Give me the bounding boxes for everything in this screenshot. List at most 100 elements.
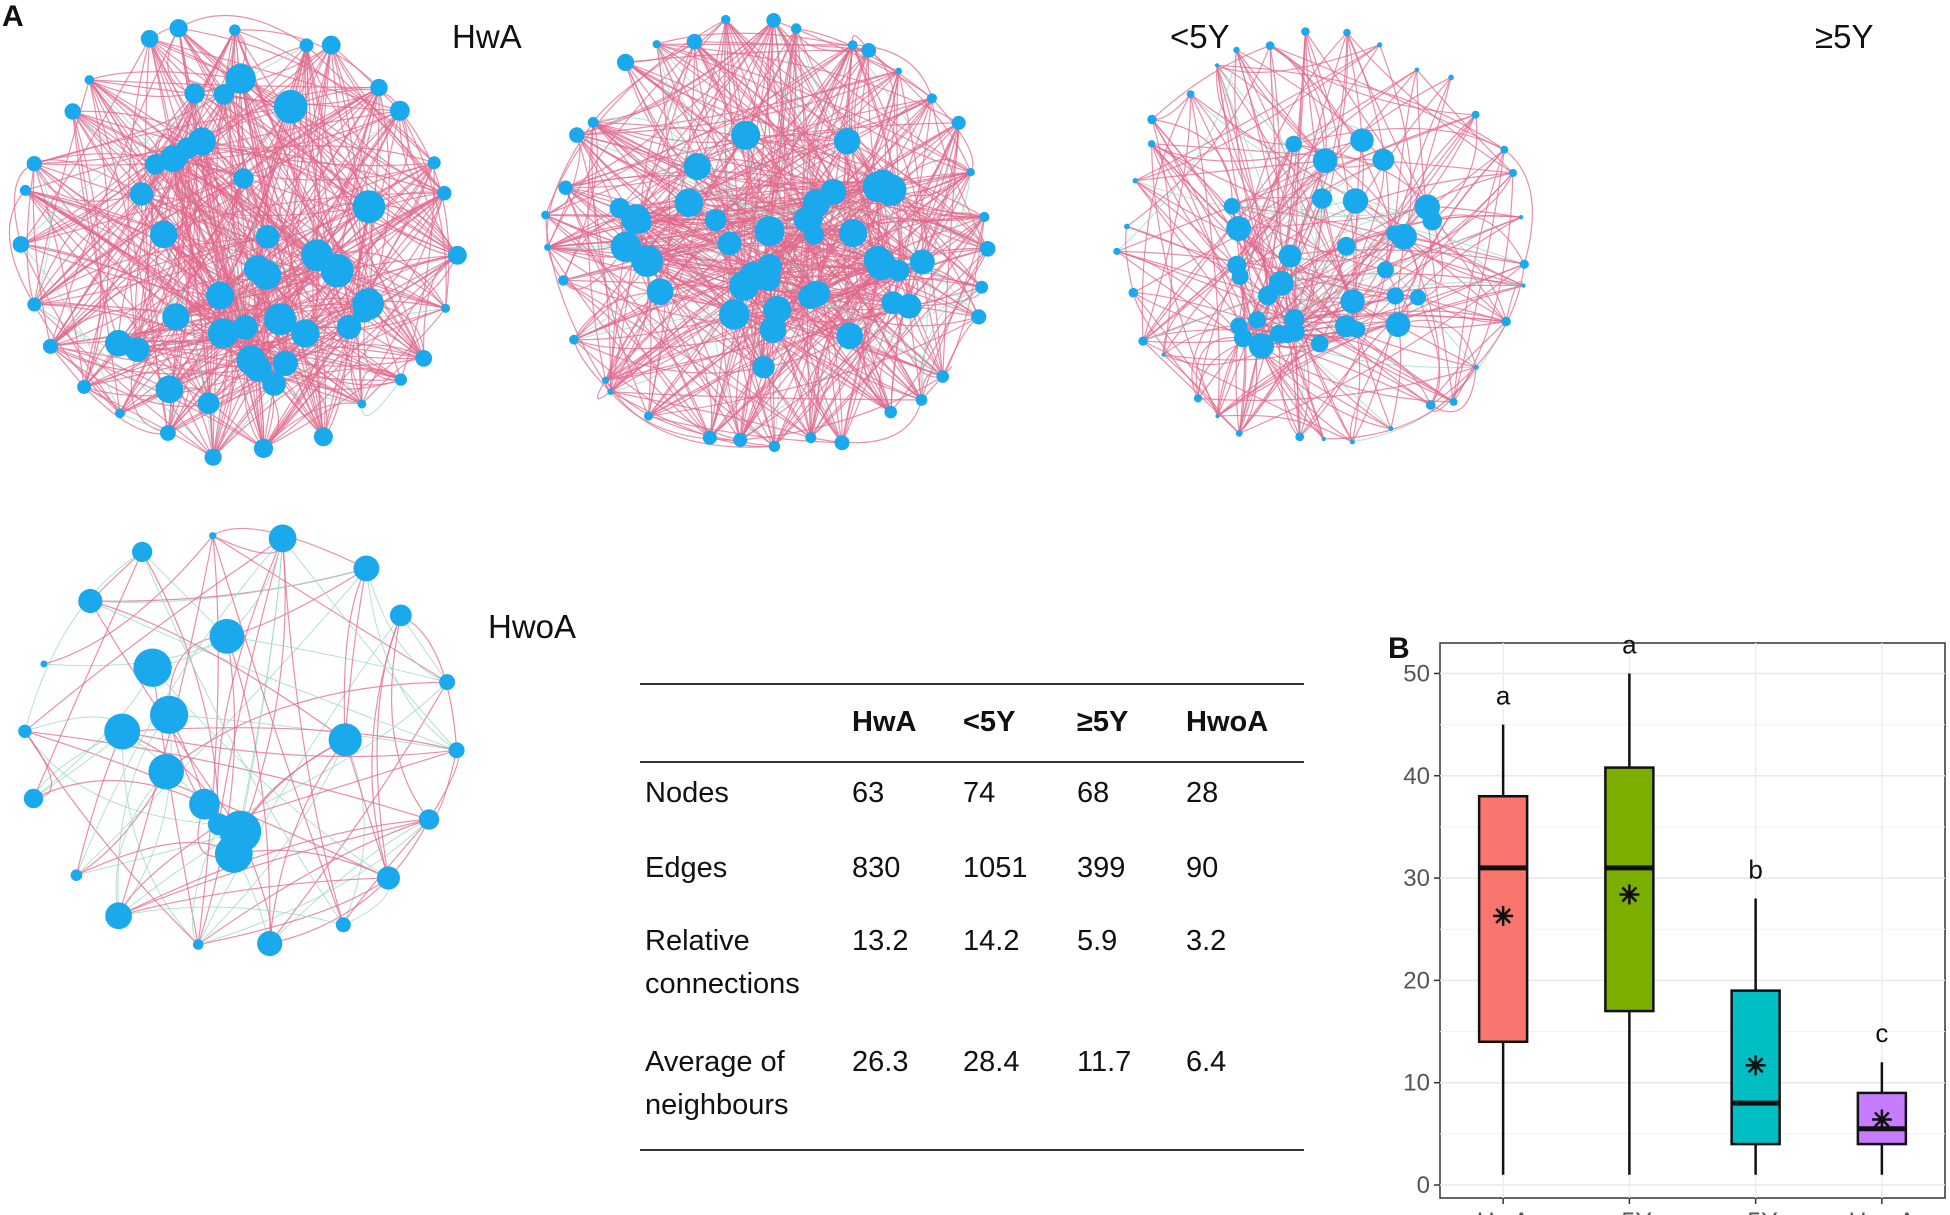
positive-edge <box>212 535 448 683</box>
negative-edge <box>218 681 448 825</box>
positive-edge <box>34 110 401 166</box>
negative-edge <box>121 731 199 945</box>
network-node <box>233 168 254 189</box>
network-node <box>1376 261 1394 279</box>
table-header-rule <box>640 761 1304 763</box>
positive-edge <box>942 122 960 377</box>
positive-edge <box>1294 315 1507 323</box>
positive-edge <box>1397 149 1505 325</box>
positive-edge <box>739 219 807 440</box>
x-tick-label: HwoA <box>1849 1208 1916 1215</box>
positive-edge <box>89 79 400 112</box>
network-node <box>768 440 781 452</box>
positive-edge <box>624 62 745 287</box>
positive-edge <box>1287 263 1525 335</box>
negative-edge <box>33 163 51 305</box>
network-hwa <box>8 14 467 466</box>
network-node <box>1269 324 1289 344</box>
positive-edge <box>848 44 900 271</box>
network-node <box>1343 28 1351 37</box>
positive-edge <box>218 538 284 825</box>
network-node <box>439 674 456 691</box>
positive-edge <box>659 189 891 293</box>
positive-edge <box>573 264 882 341</box>
positive-edge <box>735 266 771 441</box>
positive-edge <box>1126 45 1271 227</box>
positive-edge <box>212 269 339 458</box>
negative-edge <box>198 819 430 946</box>
positive-edge <box>212 535 344 926</box>
network-node <box>1425 400 1436 410</box>
positive-edge <box>1453 172 1514 403</box>
positive-edge <box>50 345 275 385</box>
network-node <box>1377 42 1383 48</box>
positive-edge <box>43 535 214 665</box>
negative-edge <box>361 379 402 416</box>
network-node <box>12 236 30 253</box>
network-node <box>328 723 362 757</box>
positive-edge <box>240 78 458 256</box>
network-node <box>229 24 241 36</box>
positive-edge <box>693 41 770 280</box>
positive-edge <box>694 41 869 51</box>
positive-edge <box>576 134 765 277</box>
network-node <box>313 427 333 447</box>
network-node <box>979 241 996 257</box>
row-label-average-2: neighbours <box>645 1089 789 1121</box>
network-node <box>1226 216 1252 241</box>
negative-edge <box>233 538 284 855</box>
positive-edge <box>562 122 598 281</box>
positive-edge <box>20 243 246 328</box>
positive-edge <box>72 111 402 381</box>
network-node <box>370 78 388 97</box>
positive-edge <box>118 254 458 344</box>
positive-edge <box>547 246 910 307</box>
network-node <box>1113 247 1121 255</box>
network-node <box>544 243 552 251</box>
positive-edge <box>24 730 389 879</box>
row-label-average-1: Average of <box>645 1046 785 1078</box>
positive-edge <box>565 44 854 189</box>
positive-edge <box>832 70 900 193</box>
positive-edge <box>149 38 458 256</box>
network-node <box>440 303 451 313</box>
network-node <box>64 103 81 120</box>
mean-marker <box>1745 1055 1766 1076</box>
positive-edge <box>1346 32 1507 322</box>
negative-edge <box>141 551 228 637</box>
positive-edge <box>1216 65 1294 145</box>
negative-edge <box>118 906 344 926</box>
network-node <box>896 293 922 319</box>
positive-edge <box>646 260 910 311</box>
network-node <box>1295 432 1305 442</box>
positive-edge <box>72 111 102 388</box>
positive-edge <box>1431 114 1478 222</box>
network-node <box>448 245 467 265</box>
network-node <box>1248 311 1266 329</box>
positive-edge <box>1505 280 1525 322</box>
network-node <box>766 13 781 28</box>
positive-edge <box>1151 143 1301 438</box>
network-node <box>1521 283 1526 288</box>
positive-edge <box>1261 345 1454 403</box>
positive-edge <box>593 121 985 218</box>
network-node <box>1132 177 1139 184</box>
positive-edge <box>545 70 899 216</box>
positive-edge <box>1346 32 1514 174</box>
table-header-ge5y: ≥5Y <box>1077 706 1129 738</box>
positive-edge <box>337 87 380 270</box>
significance-letter: c <box>1875 1018 1888 1048</box>
network-node <box>207 318 239 349</box>
positive-edge <box>625 70 900 248</box>
positive-edge <box>739 50 870 441</box>
positive-edge <box>1351 329 1361 442</box>
network-node <box>209 532 217 540</box>
cell-average-lt5y: 28.4 <box>963 1046 1020 1078</box>
network-node <box>264 303 297 336</box>
row-label-edges: Edges <box>645 852 728 884</box>
network-node <box>189 788 220 820</box>
positive-edge <box>33 780 205 805</box>
table-header-lt5y: <5Y <box>963 706 1016 738</box>
network-node <box>1193 394 1203 403</box>
network-node <box>104 713 141 750</box>
